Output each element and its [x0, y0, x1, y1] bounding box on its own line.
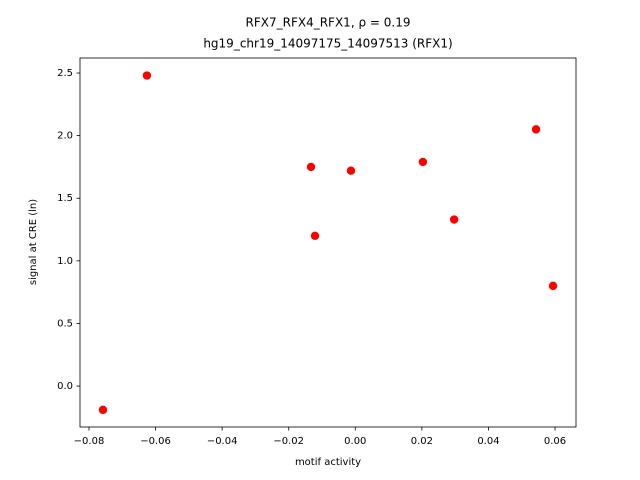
x-axis-label: motif activity [295, 457, 361, 468]
x-tick-label: −0.04 [207, 436, 238, 447]
x-tick-label: 0.06 [544, 436, 566, 447]
point [142, 71, 152, 80]
point [306, 162, 316, 172]
y-tick-label: 0.0 [57, 381, 73, 392]
x-tick-label: 0.00 [344, 436, 366, 447]
y-tick-label: 1.0 [57, 256, 73, 267]
point [310, 231, 320, 241]
x-tick-label: 0.02 [411, 436, 433, 447]
y-axis-label: signal at CRE (ln) [28, 199, 39, 285]
y-tick-label: 2.5 [57, 68, 73, 79]
point [418, 157, 428, 167]
x-tick-label: 0.04 [477, 436, 499, 447]
x-tick-label: −0.02 [273, 436, 304, 447]
x-tick-label: −0.06 [140, 436, 171, 447]
y-tick-label: 0.5 [57, 318, 73, 329]
point [449, 215, 459, 224]
y-tick-label: 2.0 [57, 131, 73, 142]
plot-frame [79, 57, 577, 428]
x-tick-label: −0.08 [74, 436, 105, 447]
point [531, 125, 541, 134]
chart-subtitle: hg19_chr19_14097175_14097513 (RFX1) [203, 37, 452, 51]
point [548, 281, 558, 291]
point [98, 405, 108, 415]
chart-title: RFX7_RFX4_RFX1, ρ = 0.19 [246, 16, 411, 30]
point [346, 166, 356, 175]
y-tick-label: 1.5 [57, 193, 73, 204]
